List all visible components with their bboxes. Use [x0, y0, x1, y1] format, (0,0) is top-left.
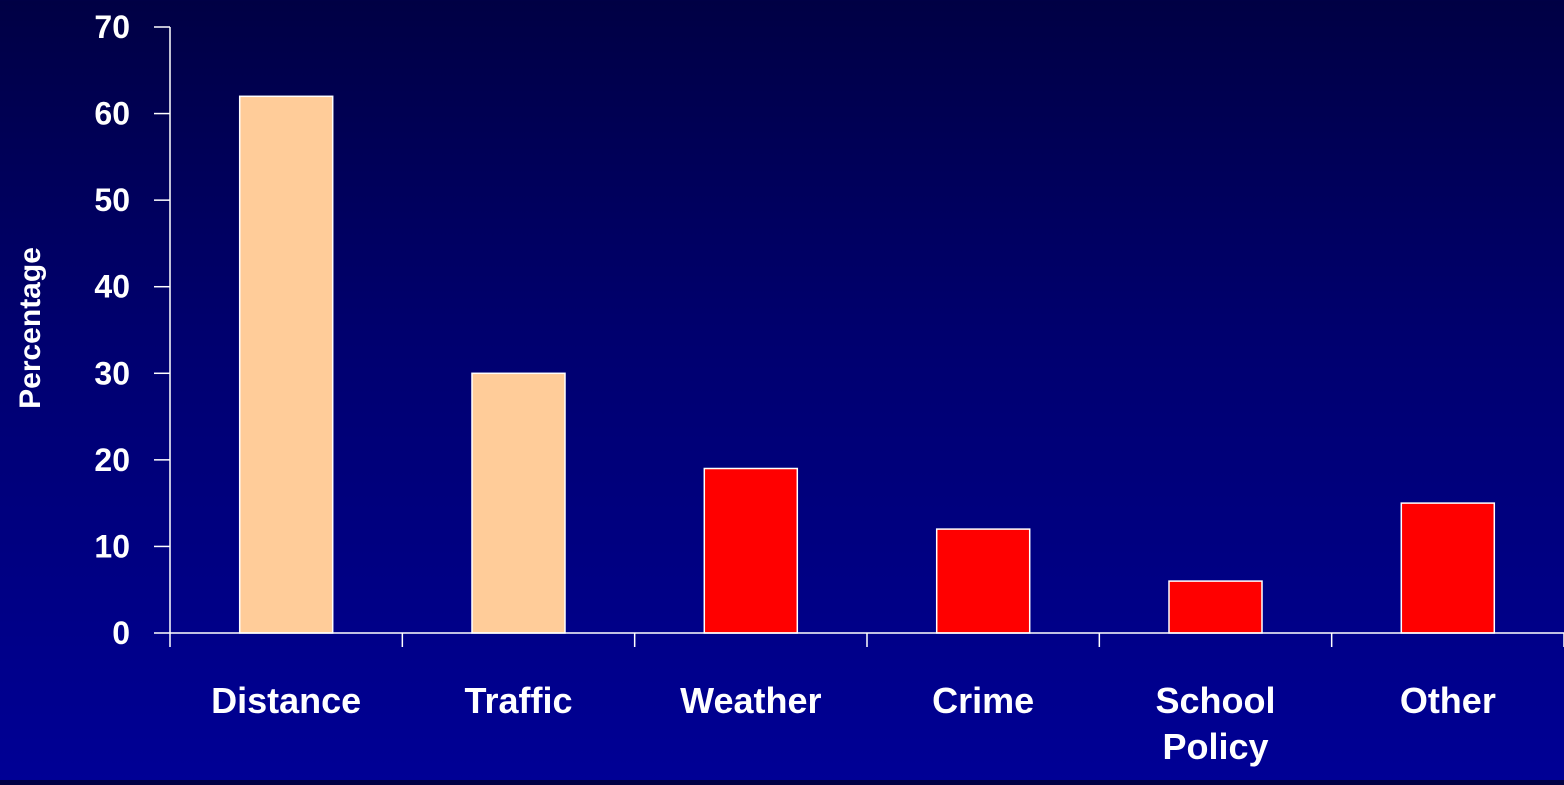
x-tick-label-line: Crime: [932, 680, 1034, 721]
y-tick-label: 40: [94, 269, 130, 305]
x-tick-label: Other: [1400, 680, 1496, 721]
axes-layer: [154, 26, 1564, 647]
bars-layer: [238, 95, 1496, 634]
x-tick-label-line: Distance: [211, 680, 361, 721]
x-tick-label: School Policy: [1155, 680, 1275, 767]
x-tick-label-line: School: [1155, 680, 1275, 721]
bar-weather: [703, 467, 799, 634]
bar-traffic: [471, 372, 566, 634]
y-tick-label: 20: [94, 442, 130, 478]
x-tick-label-line: Policy: [1162, 726, 1268, 767]
bar-distance: [238, 95, 334, 634]
x-tick-label-line: Weather: [680, 680, 821, 721]
labels-layer: 0 10 20 30 40 50 60 70 Distance Traffic Weather Cri…: [94, 9, 1495, 767]
y-tick-label: 60: [94, 96, 130, 132]
x-tick-label: Crime: [932, 680, 1034, 721]
y-axis-title: Percentage: [14, 247, 47, 409]
bar-crime: [935, 528, 1031, 634]
x-tick-label: Distance: [211, 680, 361, 721]
y-tick-label: 0: [112, 615, 130, 651]
x-tick-label: Weather: [680, 680, 821, 721]
x-tick-label-line: Traffic: [464, 680, 572, 721]
y-tick-label: 70: [94, 9, 130, 45]
bar-school-policy: [1168, 580, 1263, 634]
y-tick-label: 10: [94, 528, 130, 564]
y-tick-label: 50: [94, 182, 130, 218]
y-tick-label: 30: [94, 355, 130, 391]
x-tick-label-line: Other: [1400, 680, 1496, 721]
bar-other: [1400, 502, 1496, 634]
x-tick-label: Traffic: [464, 680, 572, 721]
